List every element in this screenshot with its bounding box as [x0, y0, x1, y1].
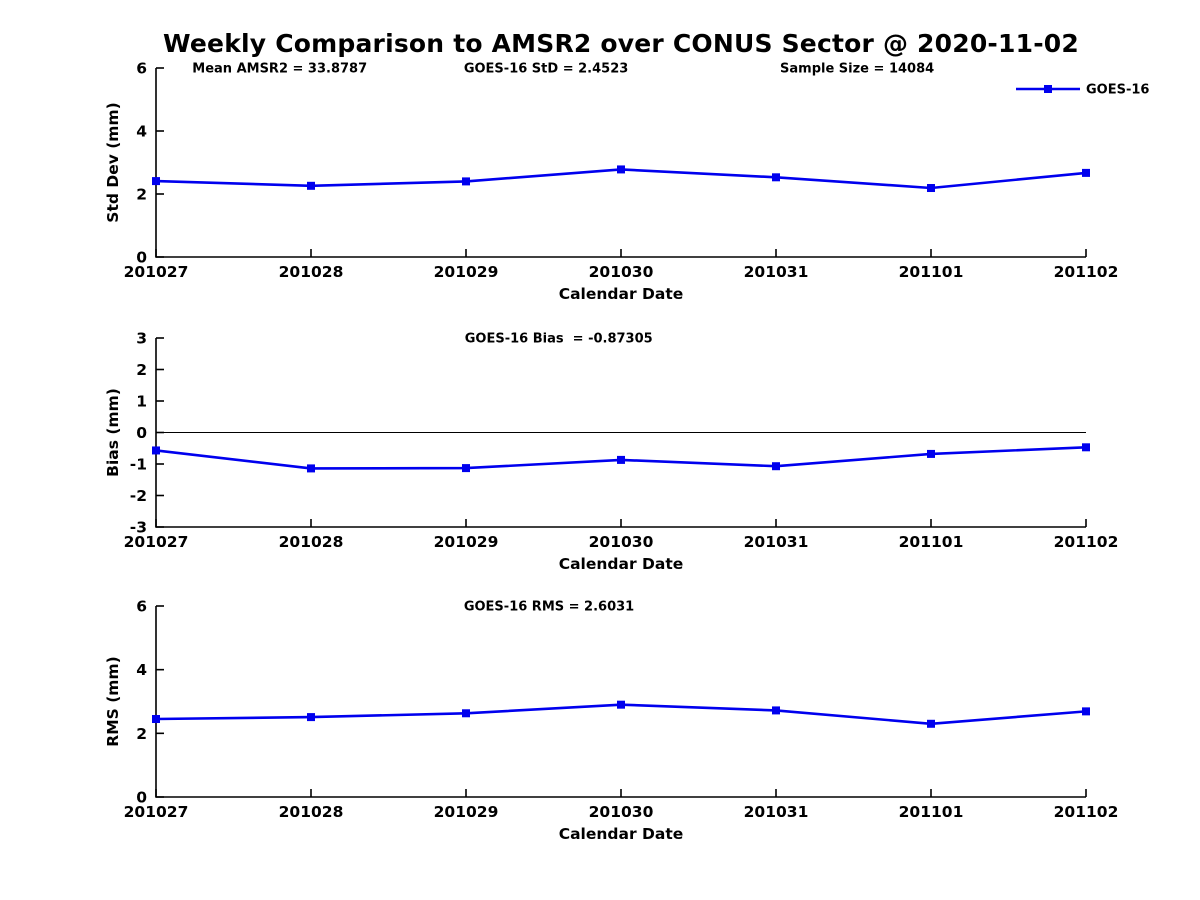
- rms-annotation: GOES-16 RMS = 2.6031: [464, 600, 634, 615]
- bias-subplot: -3 -2 -1 0 1 2 3 201027 201028 201029 201030 201031…: [104, 330, 1118, 574]
- stddev-axis-spines: [155, 68, 1086, 258]
- rms-y-tick-label: 0: [136, 789, 147, 807]
- figure-title: Weekly Comparison to AMSR2 over CONUS Se…: [163, 29, 1079, 58]
- stddev-x-tick-label: 201030: [589, 263, 654, 281]
- stddev-data-point-marker: [462, 177, 470, 186]
- stddev-x-tick-label: 201028: [279, 263, 344, 281]
- stddev-data-point-marker: [927, 184, 935, 193]
- stddev-x-axis-label: Calendar Date: [559, 285, 684, 303]
- bias-data-point-marker: [1082, 443, 1090, 452]
- bias-x-axis-label: Calendar Date: [559, 555, 684, 573]
- bias-x-tick-label: 201028: [279, 533, 344, 551]
- rms-x-tick-label: 201027: [124, 803, 189, 821]
- stddev-data-point-marker: [772, 173, 780, 182]
- stddev-annotation: Mean AMSR2 = 33.8787: [192, 62, 367, 77]
- stddev-data-point-marker: [1082, 168, 1090, 177]
- bias-x-tick-label: 201027: [124, 533, 189, 551]
- bias-x-tick-label: 201030: [589, 533, 654, 551]
- stddev-x-tick-label: 201027: [124, 263, 189, 281]
- bias-data-point-marker: [772, 462, 780, 471]
- stddev-y-axis-label: Std Dev (mm): [104, 102, 122, 222]
- stddev-annotation: GOES-16 StD = 2.4523: [464, 62, 628, 77]
- legend-marker-sample: [1044, 85, 1052, 93]
- rms-data-point-marker: [927, 719, 935, 728]
- bias-data-point-marker: [927, 449, 935, 458]
- stddev-data-point-marker: [307, 181, 315, 190]
- stddev-x-tick-label: 201029: [434, 263, 499, 281]
- rms-x-axis-label: Calendar Date: [559, 825, 684, 843]
- stddev-data-point-marker: [152, 177, 160, 186]
- bias-data-point-marker: [152, 446, 160, 455]
- rms-data-point-marker: [462, 709, 470, 718]
- bias-y-tick-label: -1: [130, 456, 147, 474]
- bias-y-tick-label: 0: [136, 424, 147, 442]
- bias-y-tick-label: 2: [136, 361, 147, 379]
- rms-y-tick-label: 4: [136, 661, 147, 679]
- bias-data-point-marker: [307, 464, 315, 473]
- legend-label: GOES-16: [1086, 83, 1149, 98]
- stddev-annotation: Sample Size = 14084: [780, 62, 934, 77]
- bias-y-axis-label: Bias (mm): [104, 388, 122, 477]
- bias-x-tick-label: 201029: [434, 533, 499, 551]
- stddev-legend: GOES-16: [1016, 83, 1149, 98]
- rms-y-tick-label: 2: [136, 725, 147, 743]
- stddev-y-tick-label: 4: [136, 123, 147, 141]
- rms-x-tick-label: 201029: [434, 803, 499, 821]
- stddev-y-tick-label: 0: [136, 249, 147, 267]
- rms-x-tick-label: 201102: [1054, 803, 1119, 821]
- bias-data-point-marker: [462, 464, 470, 473]
- rms-x-tick-label: 201028: [279, 803, 344, 821]
- bias-x-tick-label: 201102: [1054, 533, 1119, 551]
- bias-y-tick-label: -2: [130, 487, 147, 505]
- stddev-y-tick-label: 6: [136, 60, 147, 78]
- stddev-y-tick-label: 2: [136, 186, 147, 204]
- bias-y-tick-label: -3: [130, 519, 147, 537]
- stddev-subplot: 0 2 4 6 201027 201028 201029 201030 201031 201101…: [104, 60, 1149, 304]
- rms-data-point-marker: [617, 700, 625, 709]
- rms-y-tick-label: 6: [136, 598, 147, 616]
- bias-y-tick-label: 3: [136, 330, 147, 348]
- rms-data-point-marker: [152, 715, 160, 724]
- bias-x-tick-label: 201101: [899, 533, 964, 551]
- rms-data-point-marker: [1082, 707, 1090, 716]
- bias-annotation: GOES-16 Bias = -0.87305: [465, 332, 653, 347]
- rms-data-point-marker: [772, 706, 780, 715]
- rms-data-point-marker: [307, 713, 315, 722]
- stddev-data-point-marker: [617, 165, 625, 174]
- stddev-x-tick-label: 201102: [1054, 263, 1119, 281]
- bias-data-point-marker: [617, 455, 625, 464]
- rms-x-tick-label: 201031: [744, 803, 809, 821]
- stddev-x-tick-label: 201101: [899, 263, 964, 281]
- stddev-x-tick-label: 201031: [744, 263, 809, 281]
- rms-subplot: 0 2 4 6 201027 201028 201029 201030 201031 201101…: [104, 598, 1118, 844]
- rms-x-tick-label: 201101: [899, 803, 964, 821]
- rms-y-axis-label: RMS (mm): [104, 656, 122, 746]
- rms-x-tick-label: 201030: [589, 803, 654, 821]
- bias-x-tick-label: 201031: [744, 533, 809, 551]
- bias-y-tick-label: 1: [136, 393, 147, 411]
